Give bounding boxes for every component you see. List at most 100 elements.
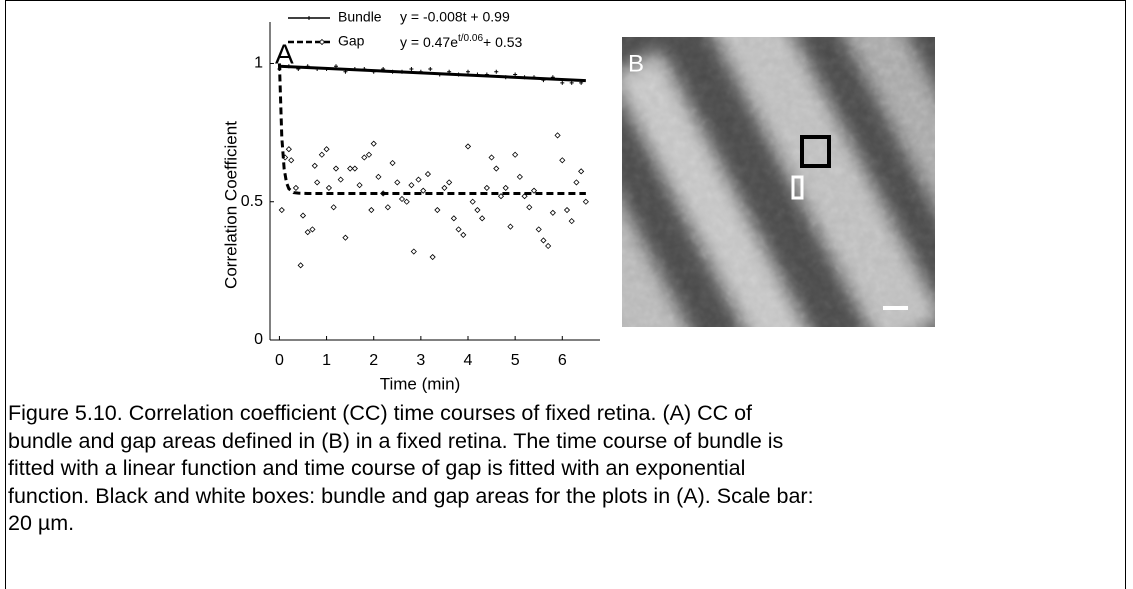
- data-point: [288, 157, 295, 164]
- x-tick-label: 5: [511, 352, 520, 369]
- data-point: [309, 226, 316, 233]
- x-tick-label: 0: [275, 352, 284, 369]
- data-point: [337, 176, 344, 183]
- legend-equation-part: + 0.53: [483, 34, 523, 50]
- data-point: [356, 182, 363, 189]
- data-point: [299, 212, 307, 219]
- data-point: [375, 173, 382, 180]
- caption-line: fitted with a linear function and time c…: [8, 456, 746, 480]
- data-point: [365, 151, 373, 158]
- data-point: [469, 198, 476, 205]
- panel-label: B: [628, 50, 644, 77]
- data-point: [568, 218, 575, 225]
- data-point: [347, 165, 354, 172]
- data-point: [370, 140, 377, 147]
- data-point: [516, 173, 523, 180]
- data-point: [441, 184, 448, 191]
- data-point: [408, 182, 415, 189]
- panel-label: A: [275, 38, 294, 69]
- data-point: [398, 195, 406, 203]
- caption-line: bundle and gap areas defined in (B) in a…: [8, 428, 784, 453]
- figure-frame: [5, 0, 1126, 589]
- data-point: [549, 209, 556, 216]
- data-point: [297, 262, 304, 269]
- data-point: [429, 253, 436, 261]
- data-point: [420, 187, 427, 194]
- data-point: [497, 193, 505, 200]
- caption-line: 20 µm.: [8, 511, 75, 535]
- data-point: [474, 206, 481, 214]
- data-point: [450, 215, 457, 222]
- caption: Figure 5.10. Correlation coefficient (CC…: [8, 400, 814, 538]
- data-point: [507, 223, 514, 230]
- bundle-box: [800, 135, 831, 168]
- data-point: [466, 69, 470, 74]
- figure: B A Time (min) Correlation Coefficient y…: [221, 9, 935, 393]
- data-point: [488, 154, 495, 161]
- data-point: [493, 165, 500, 172]
- x-tick-label: 1: [322, 352, 331, 369]
- data-point: [285, 146, 292, 153]
- data-point: [479, 215, 486, 222]
- scale-bar: [883, 306, 908, 310]
- data-point: [415, 176, 422, 183]
- data-point: [545, 242, 552, 250]
- data-point: [483, 184, 490, 191]
- legend-marker: [307, 16, 311, 20]
- legend-equation-sup: t/0.06: [458, 33, 483, 44]
- data-point: [554, 132, 561, 139]
- data-point: [332, 165, 340, 172]
- data-point: [304, 229, 311, 236]
- data-point: [318, 151, 325, 158]
- data-point: [403, 198, 410, 205]
- data-point: [455, 226, 462, 233]
- gap-box: [791, 175, 804, 200]
- data-point: [464, 143, 472, 150]
- fit-line: [279, 64, 586, 83]
- data-point: [323, 146, 330, 153]
- legend-label: Gap: [338, 33, 365, 49]
- y-tick-label: 0: [254, 331, 263, 348]
- caption-line: Figure 5.10. Correlation coefficient (CC…: [8, 401, 753, 425]
- data-point: [446, 179, 453, 186]
- data-point: [278, 206, 285, 214]
- micrograph: [622, 37, 935, 327]
- data-point: [521, 193, 528, 200]
- data-point: [311, 162, 318, 169]
- micrograph-texture: [622, 37, 935, 327]
- data-point: [569, 80, 574, 85]
- data-point: [578, 168, 585, 175]
- legend-equation: y = -0.008t + 0.99: [400, 9, 510, 25]
- data-point: [409, 67, 414, 72]
- x-tick-label: 4: [464, 352, 473, 369]
- data-point: [582, 198, 589, 205]
- data-point: [325, 184, 332, 191]
- data-point: [361, 154, 368, 161]
- y-tick-label: 0.5: [241, 193, 263, 210]
- fit-line: [277, 63, 586, 195]
- x-tick-label: 6: [558, 352, 567, 369]
- data-point: [460, 231, 467, 238]
- data-point: [512, 151, 519, 158]
- data-point: [384, 204, 391, 211]
- data-point: [535, 226, 542, 233]
- data-point: [368, 206, 375, 214]
- x-axis-label: Time (min): [380, 374, 461, 393]
- data-point: [410, 248, 417, 255]
- data-point: [559, 157, 566, 164]
- legend-equation-part: y = 0.47e: [400, 34, 458, 50]
- data-point: [342, 234, 349, 241]
- data-point: [502, 184, 509, 191]
- data-point: [573, 179, 580, 186]
- data-point: [314, 179, 321, 186]
- data-point: [540, 237, 547, 244]
- legend-equation: y = 0.47et/0.06+ 0.53: [400, 33, 523, 50]
- data-point: [351, 165, 358, 172]
- x-tick-label: 3: [416, 352, 425, 369]
- caption-line: function. Black and white boxes: bundle …: [8, 483, 814, 508]
- data-point: [560, 80, 565, 85]
- data-point: [424, 171, 431, 178]
- data-point: [494, 69, 499, 74]
- x-tick-label: 2: [369, 352, 378, 369]
- data-point: [563, 206, 571, 214]
